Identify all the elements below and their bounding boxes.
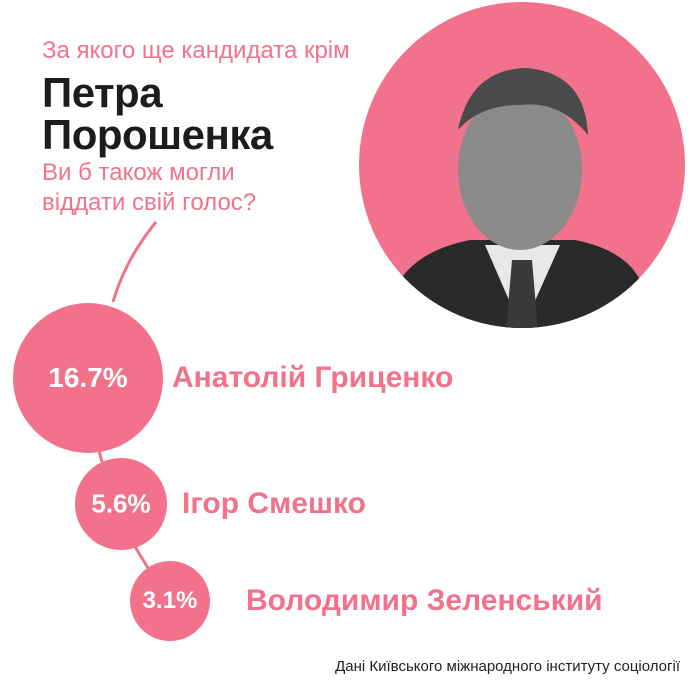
question-line-3-text: віддати свій голос? <box>42 189 257 216</box>
candidate-name: Петра Порошенка <box>42 72 273 156</box>
candidate-label: Володимир Зеленський <box>246 584 603 617</box>
percent-label: 16.7% <box>48 362 128 393</box>
name-line-2: Порошенка <box>42 111 273 158</box>
bubble-0 <box>13 303 163 453</box>
percent-label: 3.1% <box>142 587 198 614</box>
question-line-1: За якого ще кандидата крім <box>42 37 350 64</box>
name-line-1: Петра <box>42 69 163 116</box>
source-note: Дані Київського міжнародного інституту с… <box>335 658 680 675</box>
bubble-2 <box>130 561 210 641</box>
bubble-1 <box>75 458 167 550</box>
portrait-photo <box>359 2 685 328</box>
candidate-label: Анатолій Гриценко <box>172 361 454 394</box>
question-line-2-text: Ви б також могли <box>42 159 235 186</box>
percent-label: 5.6% <box>91 488 151 519</box>
question-line-2: Ви б також могли віддати свій голос? <box>42 158 256 218</box>
candidate-label: Ігор Смешко <box>182 487 366 520</box>
